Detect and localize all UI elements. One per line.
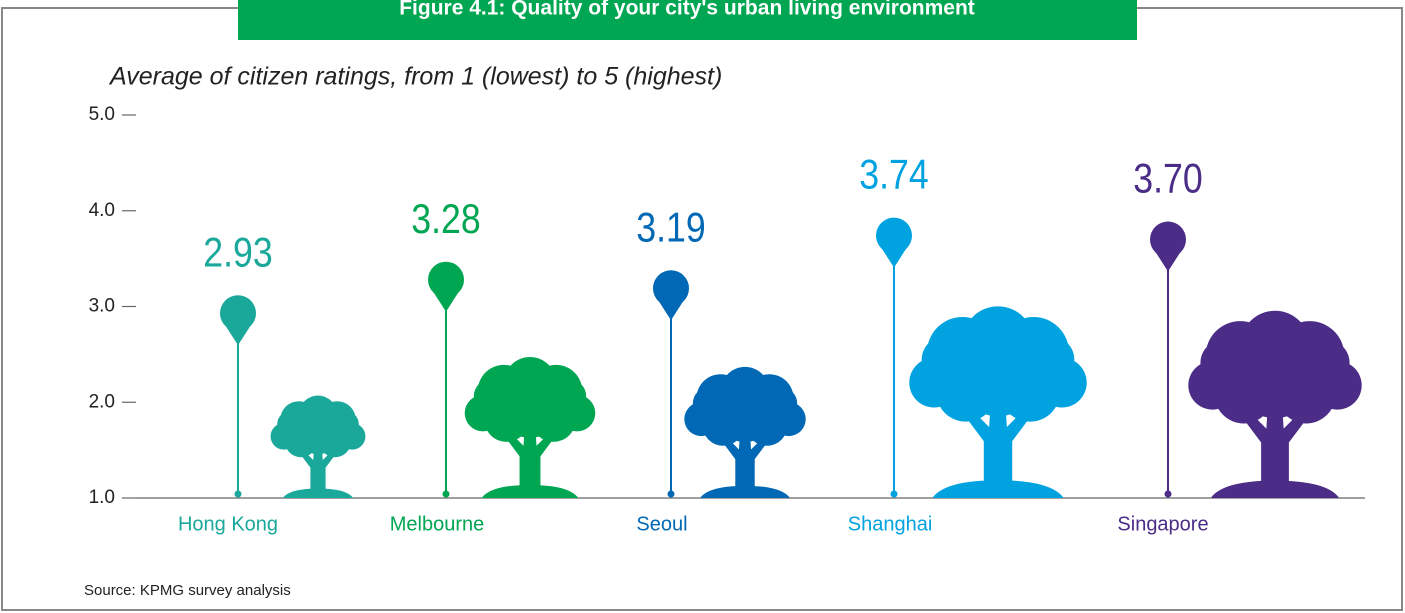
trunk — [299, 445, 337, 491]
x-tick-label: Seoul — [636, 513, 687, 535]
y-tick-label: 3.0 — [89, 296, 115, 317]
y-tick-label: 5.0 — [89, 104, 115, 125]
value-label: 3.70 — [1133, 156, 1202, 202]
value-label: 3.28 — [411, 196, 480, 242]
canopy — [958, 338, 1038, 417]
canopy — [718, 388, 772, 443]
canopy — [552, 379, 587, 414]
ground — [282, 488, 354, 498]
trunk — [503, 426, 557, 488]
tree — [270, 395, 366, 498]
value-label: 3.19 — [636, 205, 705, 251]
stem-dot — [667, 490, 675, 498]
canopy — [765, 387, 798, 420]
x-tick-label: Melbourne — [390, 513, 485, 535]
y-tick-label: 1.0 — [89, 487, 115, 508]
chart-title: Figure 4.1: Quality of your city's urban… — [399, 0, 975, 20]
pin-head — [653, 270, 689, 307]
canopy — [1236, 341, 1314, 419]
subtitle: Average of citizen ratings, from 1 (lowe… — [108, 63, 722, 91]
canopy — [277, 411, 302, 437]
x-tick-label: Hong Kong — [178, 513, 278, 535]
title-banner — [238, 0, 1137, 40]
canopy — [473, 379, 508, 414]
pin-head — [220, 295, 256, 332]
tree — [909, 306, 1087, 498]
source: Source: KPMG survey analysis — [84, 582, 291, 599]
trunk — [962, 400, 1034, 484]
canopy — [921, 336, 968, 383]
stem-dot — [234, 490, 242, 498]
canopy — [1200, 340, 1246, 386]
tree — [464, 356, 596, 498]
ground — [1210, 480, 1340, 498]
stem-dot — [890, 490, 898, 498]
tree — [1188, 310, 1362, 498]
canopy — [692, 387, 725, 420]
canopy — [1028, 336, 1075, 383]
y-tick-label: 2.0 — [89, 391, 115, 412]
value-label: 3.74 — [859, 152, 928, 198]
stem-dot — [1164, 490, 1172, 498]
value-label: 2.93 — [203, 230, 272, 276]
pin-head — [428, 261, 464, 298]
trunk — [720, 431, 770, 489]
stem-dot — [442, 490, 450, 498]
trunk — [1240, 402, 1310, 485]
pin-head — [1150, 221, 1186, 258]
tree — [684, 366, 806, 498]
canopy — [334, 411, 359, 437]
ground — [932, 480, 1064, 498]
canopy — [501, 380, 559, 438]
x-tick-label: Singapore — [1117, 513, 1208, 535]
y-tick-label: 4.0 — [89, 200, 115, 221]
canopy — [1304, 340, 1350, 386]
canopy — [297, 412, 339, 455]
ground — [700, 485, 790, 498]
ground — [481, 484, 579, 498]
pin-head — [876, 217, 912, 254]
x-tick-label: Shanghai — [848, 513, 933, 535]
